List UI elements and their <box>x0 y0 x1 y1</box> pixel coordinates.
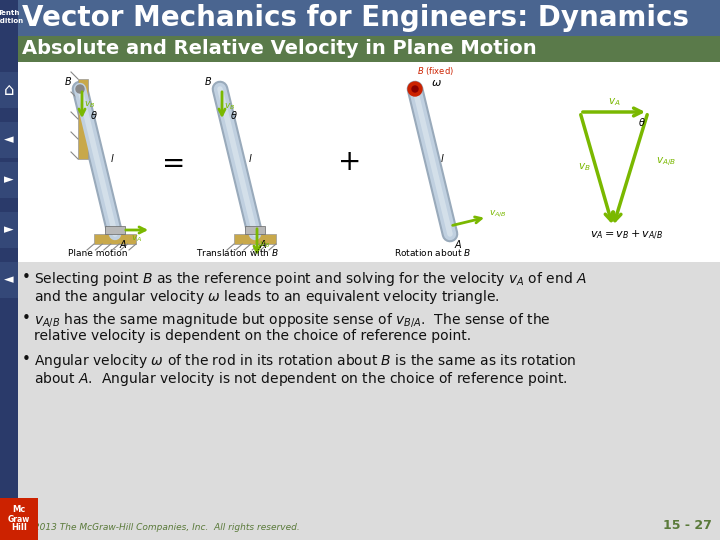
Text: about $A$.  Angular velocity is not dependent on the choice of reference point.: about $A$. Angular velocity is not depen… <box>34 370 568 388</box>
Text: $v_{A/B}$: $v_{A/B}$ <box>656 156 676 170</box>
Text: ◄: ◄ <box>4 273 14 287</box>
Text: ►: ► <box>4 224 14 237</box>
Text: $v_A = v_B + v_{A/B}$: $v_A = v_B + v_{A/B}$ <box>590 229 663 242</box>
Text: ◄: ◄ <box>4 133 14 146</box>
Text: Angular velocity $\omega$ of the rod in its rotation about $B$ is the same as it: Angular velocity $\omega$ of the rod in … <box>34 352 577 370</box>
Text: $\theta$: $\theta$ <box>638 116 646 128</box>
Text: $B$ (fixed): $B$ (fixed) <box>417 65 454 77</box>
Text: $v_B$: $v_B$ <box>84 100 95 111</box>
Text: and the angular velocity $\omega$ leads to an equivalent velocity triangle.: and the angular velocity $\omega$ leads … <box>34 288 500 306</box>
Text: Edition: Edition <box>0 18 23 24</box>
Bar <box>0 162 18 198</box>
Text: $l$: $l$ <box>441 152 445 164</box>
Text: $A$: $A$ <box>119 238 127 250</box>
Bar <box>0 0 720 36</box>
Text: $v_A$: $v_A$ <box>131 234 143 245</box>
Text: $=$: $=$ <box>156 148 184 176</box>
Bar <box>94 234 136 244</box>
Text: Tenth: Tenth <box>0 10 20 16</box>
Text: •: • <box>22 352 31 367</box>
Bar <box>234 234 276 244</box>
Text: relative velocity is dependent on the choice of reference point.: relative velocity is dependent on the ch… <box>34 329 471 343</box>
Text: $B$: $B$ <box>64 75 72 87</box>
Text: $v_B$: $v_B$ <box>578 161 591 173</box>
Text: ⌂: ⌂ <box>4 81 14 99</box>
Text: •: • <box>22 311 31 326</box>
Text: Selecting point $B$ as the reference point and solving for the velocity $v_A$ of: Selecting point $B$ as the reference poi… <box>34 270 587 288</box>
Text: Rotation about $B$: Rotation about $B$ <box>394 247 471 258</box>
Bar <box>105 226 125 234</box>
Text: $v_B$: $v_B$ <box>224 102 235 112</box>
Bar <box>0 0 18 540</box>
Bar <box>78 79 88 159</box>
Text: $A$: $A$ <box>259 238 268 250</box>
Text: Graw: Graw <box>8 515 30 523</box>
Text: $v_A$: $v_A$ <box>608 96 621 108</box>
Text: $l$: $l$ <box>248 152 252 164</box>
Text: $v_{A/B}$ has the same magnitude but opposite sense of $v_{B/A}$.  The sense of : $v_{A/B}$ has the same magnitude but opp… <box>34 311 551 329</box>
Bar <box>18 36 720 62</box>
Bar <box>0 212 18 248</box>
Bar <box>0 498 38 540</box>
Text: $\theta$: $\theta$ <box>230 109 238 121</box>
Bar <box>18 62 720 262</box>
Text: Hill: Hill <box>11 523 27 532</box>
Text: Absolute and Relative Velocity in Plane Motion: Absolute and Relative Velocity in Plane … <box>22 39 536 58</box>
Text: © 2013 The McGraw-Hill Companies, Inc.  All rights reserved.: © 2013 The McGraw-Hill Companies, Inc. A… <box>22 523 300 532</box>
Text: $v_{A/B}$: $v_{A/B}$ <box>489 208 507 219</box>
Bar <box>245 226 265 234</box>
Bar <box>0 122 18 158</box>
Text: Translation with $B$: Translation with $B$ <box>196 247 279 258</box>
Text: Vector Mechanics for Engineers: Dynamics: Vector Mechanics for Engineers: Dynamics <box>22 4 689 32</box>
Text: $l$: $l$ <box>109 152 114 164</box>
Text: •: • <box>22 270 31 285</box>
Circle shape <box>412 86 418 92</box>
Text: $B$: $B$ <box>204 75 212 87</box>
Text: $A$: $A$ <box>454 238 462 250</box>
Bar <box>0 262 18 298</box>
Text: $+$: $+$ <box>337 148 359 176</box>
Bar <box>0 72 18 108</box>
Text: $\omega$: $\omega$ <box>431 78 442 88</box>
Circle shape <box>76 85 84 93</box>
Text: 15 - 27: 15 - 27 <box>663 519 712 532</box>
Text: $v_B$: $v_B$ <box>259 239 270 249</box>
Circle shape <box>408 82 422 96</box>
Text: Plane motion: Plane motion <box>68 249 127 258</box>
Text: ►: ► <box>4 173 14 186</box>
Text: Mc: Mc <box>12 505 26 515</box>
Text: $\theta$: $\theta$ <box>90 109 98 121</box>
